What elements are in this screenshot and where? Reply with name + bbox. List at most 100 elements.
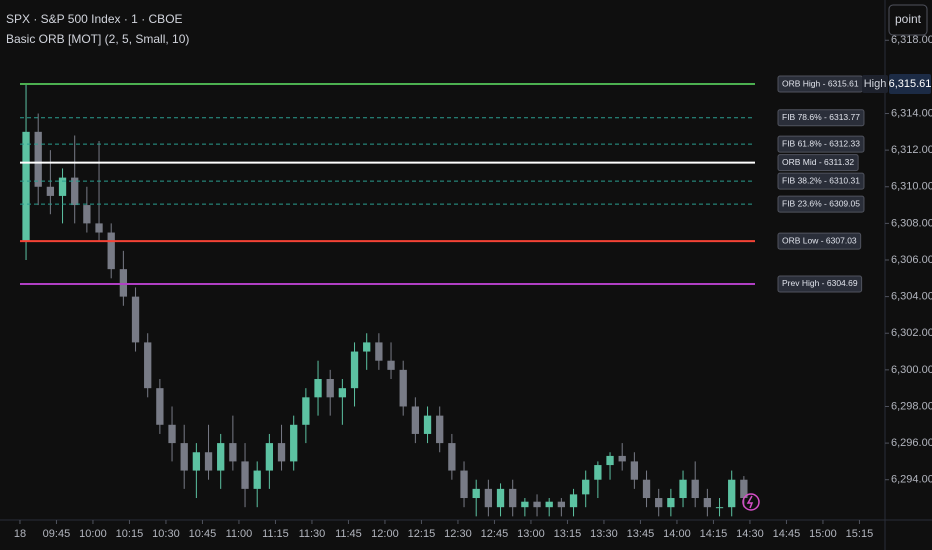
candle-body xyxy=(618,455,626,462)
level-label-box xyxy=(777,195,865,213)
y-tick-label: 6,300.00 xyxy=(891,364,932,376)
candle-body xyxy=(107,232,115,270)
candle-body xyxy=(740,479,748,499)
button-label[interactable]: point xyxy=(895,12,922,26)
level-label-box xyxy=(777,135,865,153)
level-label: Prev High - 6304.69 xyxy=(782,278,858,288)
x-tick-label: 12:00 xyxy=(371,528,399,540)
candle-body xyxy=(95,223,103,233)
point-button[interactable]: point xyxy=(888,4,928,36)
candle-body xyxy=(679,479,687,499)
candle-body xyxy=(715,507,724,509)
candle-body xyxy=(691,479,699,499)
x-tick-label: 15:00 xyxy=(809,528,837,540)
candle-body xyxy=(509,488,517,508)
candle-body xyxy=(204,452,213,471)
candle-body xyxy=(290,424,298,462)
y-tick-label: 6,294.00 xyxy=(891,474,932,486)
level-label: FIB 38.2% - 6310.31 xyxy=(782,175,860,185)
candle-body xyxy=(131,296,140,343)
candle-body xyxy=(436,415,444,444)
candle-body xyxy=(448,443,456,471)
y-tick-label: 6,318.00 xyxy=(891,34,932,46)
x-tick-label: 14:30 xyxy=(736,528,764,540)
candle-body xyxy=(253,470,261,489)
candle-body xyxy=(606,455,614,466)
level-label: ORB Mid - 6311.32 xyxy=(782,157,854,167)
level-label-box xyxy=(777,232,862,250)
candle-body xyxy=(557,501,566,508)
candle-body xyxy=(217,443,225,471)
x-tick-label: 11:30 xyxy=(299,528,326,540)
x-tick-label: 09:45 xyxy=(43,528,71,540)
candle-body xyxy=(569,494,578,508)
candle-body xyxy=(521,501,529,508)
candle-body xyxy=(472,488,480,499)
price-tag-label: 6,315.61 xyxy=(889,78,932,90)
candle-body xyxy=(423,415,432,434)
x-tick-label: 15:15 xyxy=(846,528,874,540)
candle-body xyxy=(630,461,639,480)
y-tick-label: 6,314.00 xyxy=(891,107,932,119)
alert-icon xyxy=(742,493,760,511)
candle-body xyxy=(582,479,590,495)
candle-body xyxy=(460,470,468,499)
x-tick-label: 14:00 xyxy=(663,528,691,540)
level-label: FIB 78.6% - 6313.77 xyxy=(782,112,860,122)
level-label: ORB Low - 6307.03 xyxy=(782,235,857,245)
x-tick-label: 11:15 xyxy=(262,528,289,540)
y-tick-label: 6,298.00 xyxy=(891,400,932,412)
x-tick-label: 10:00 xyxy=(79,528,107,540)
candle-body xyxy=(34,131,42,187)
candle-body xyxy=(350,351,359,389)
candle-body xyxy=(119,269,128,297)
level-label-box xyxy=(777,154,859,172)
x-tick-label: 14:45 xyxy=(773,528,801,540)
candle-body xyxy=(229,443,237,462)
candle-body xyxy=(496,488,505,508)
candle-body xyxy=(180,443,188,471)
candle-body xyxy=(338,388,347,398)
candle-body xyxy=(71,177,79,206)
candle-body xyxy=(703,498,712,508)
x-tick-label: 18 xyxy=(14,528,26,540)
price-tag-name-box xyxy=(862,75,888,94)
candle-body xyxy=(411,406,420,434)
level-label: ORB High - 6315.61 xyxy=(782,78,859,88)
candle-body xyxy=(46,186,55,196)
plot-area: 6,294.00 6,296.00 6,298.00 6,300.00 6,302.00… xyxy=(14,34,932,540)
indicator-label: Basic ORB [MOT] (2, 5, Small, 10) xyxy=(6,32,189,46)
x-tick-label: 14:15 xyxy=(700,528,728,540)
x-tick-label: 11:00 xyxy=(226,528,253,540)
x-tick-label: 12:15 xyxy=(408,528,436,540)
candle-body xyxy=(728,479,736,508)
candle-body xyxy=(302,397,310,425)
x-tick-label: 13:30 xyxy=(590,528,618,540)
candle-body xyxy=(594,465,602,480)
candle-body xyxy=(667,498,675,508)
candle-body xyxy=(655,498,663,508)
level-label-box xyxy=(777,172,865,190)
x-tick-label: 10:30 xyxy=(152,528,180,540)
candle-body xyxy=(484,488,493,508)
x-tick-label: 13:15 xyxy=(554,528,582,540)
candle-body xyxy=(192,452,201,471)
candle-body xyxy=(326,379,334,398)
candle-body xyxy=(265,443,274,471)
x-tick-label: 10:45 xyxy=(189,528,217,540)
candle-body xyxy=(533,501,541,508)
candle-body xyxy=(399,369,407,407)
candle-body xyxy=(144,342,152,389)
candle-body xyxy=(168,424,176,444)
candle-body xyxy=(83,205,91,224)
y-tick-label: 6,304.00 xyxy=(891,291,932,303)
candle-body xyxy=(545,501,553,508)
x-tick-label: 12:45 xyxy=(481,528,509,540)
y-tick-label: 6,296.00 xyxy=(891,437,932,449)
candle-body xyxy=(363,342,371,352)
y-tick-label: 6,306.00 xyxy=(891,254,932,266)
y-tick-label: 6,302.00 xyxy=(891,327,932,339)
level-label-box xyxy=(777,109,865,127)
price-tag-name: High xyxy=(864,78,887,90)
